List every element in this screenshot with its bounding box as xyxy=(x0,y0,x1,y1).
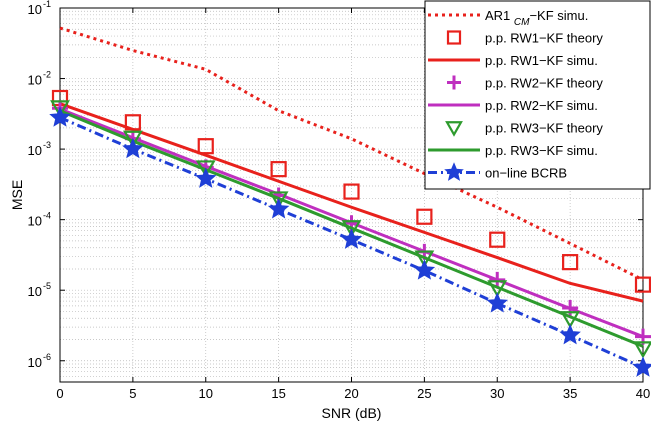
data-point-star xyxy=(632,356,651,377)
data-point-square xyxy=(446,30,462,45)
y-tick-exponent: -1 xyxy=(43,0,51,9)
data-point-triangle xyxy=(50,100,70,118)
series-line xyxy=(59,102,644,303)
data-point-star xyxy=(486,292,508,313)
data-point-star xyxy=(559,323,581,345)
data-point-star xyxy=(444,162,464,181)
series-3 xyxy=(59,102,644,303)
legend-label: p.p. RW3−KF simu. xyxy=(485,143,598,158)
y-axis-label: MSE xyxy=(9,180,25,210)
x-tick-label: 10 xyxy=(199,386,213,401)
legend-label: p.p. RW2−KF simu. xyxy=(485,98,598,113)
legend-entry: on−line BCRB xyxy=(428,162,567,181)
x-axis-label: SNR (dB) xyxy=(322,405,382,421)
data-point-square xyxy=(489,231,506,248)
legend-label: on−line BCRB xyxy=(485,166,567,181)
legend-entry: p.p. RW3−KF theory xyxy=(445,121,603,137)
x-tick-label: 30 xyxy=(490,386,504,401)
x-tick-label: 35 xyxy=(563,386,577,401)
data-point-square xyxy=(634,276,651,293)
legend-label: p.p. RW1−KF theory xyxy=(485,31,603,46)
y-tick-label: 10 xyxy=(28,143,42,158)
data-point-star xyxy=(267,198,290,219)
legend-label: p.p. RW3−KF theory xyxy=(485,121,603,136)
y-tick-exponent: -3 xyxy=(43,140,51,150)
x-tick-label: 0 xyxy=(56,386,63,401)
y-tick-label: 10 xyxy=(28,284,42,299)
data-point-square xyxy=(270,161,287,178)
x-tick-label: 40 xyxy=(636,386,650,401)
data-point-star xyxy=(49,106,71,127)
legend-label: p.p. RW1−KF simu. xyxy=(485,53,598,68)
series-7 xyxy=(59,109,644,348)
data-point-star xyxy=(195,167,217,188)
y-tick-exponent: -5 xyxy=(43,281,51,291)
legend-label: AR1 CM−KF simu. xyxy=(485,8,588,28)
y-tick-exponent: -2 xyxy=(43,70,51,80)
y-tick-exponent: -4 xyxy=(43,211,51,221)
data-point-square xyxy=(416,208,433,225)
legend-entry: p.p. RW2−KF theory xyxy=(447,75,603,91)
x-tick-label: 25 xyxy=(417,386,431,401)
x-tick-label: 15 xyxy=(271,386,285,401)
x-tick-label: 5 xyxy=(129,386,136,401)
data-point-square xyxy=(197,138,214,155)
data-point-star xyxy=(122,137,144,159)
y-tick-label: 10 xyxy=(28,73,42,88)
data-point-star xyxy=(340,228,363,249)
data-point-square xyxy=(343,183,360,200)
legend-label: p.p. RW2−KF theory xyxy=(485,76,603,91)
data-point-triangle xyxy=(445,121,463,137)
y-tick-label: 10 xyxy=(28,355,42,370)
legend-entry: p.p. RW3−KF simu. xyxy=(428,143,598,158)
series-8 xyxy=(49,106,651,377)
series-line xyxy=(59,109,644,348)
legend-entry: AR1 CM−KF simu. xyxy=(428,8,588,28)
series-5 xyxy=(59,107,644,338)
series-layer xyxy=(49,26,651,377)
x-tick-label: 20 xyxy=(344,386,358,401)
series-line xyxy=(59,107,644,338)
data-point-star xyxy=(413,259,436,280)
y-tick-exponent: -6 xyxy=(43,352,51,362)
y-tick-label: 10 xyxy=(28,2,42,17)
legend-box xyxy=(424,0,651,190)
data-point-square xyxy=(562,254,579,271)
y-tick-label: 10 xyxy=(28,214,42,229)
legend-entry: p.p. RW1−KF theory xyxy=(446,30,603,46)
data-point-plus xyxy=(447,75,461,90)
data-point-triangle xyxy=(633,341,651,359)
legend-entry: p.p. RW1−KF simu. xyxy=(428,53,598,68)
legend: AR1 CM−KF simu. p.p. RW1−KF theory p.p. RW… xyxy=(424,0,651,190)
legend-entry: p.p. RW2−KF simu. xyxy=(428,98,598,113)
